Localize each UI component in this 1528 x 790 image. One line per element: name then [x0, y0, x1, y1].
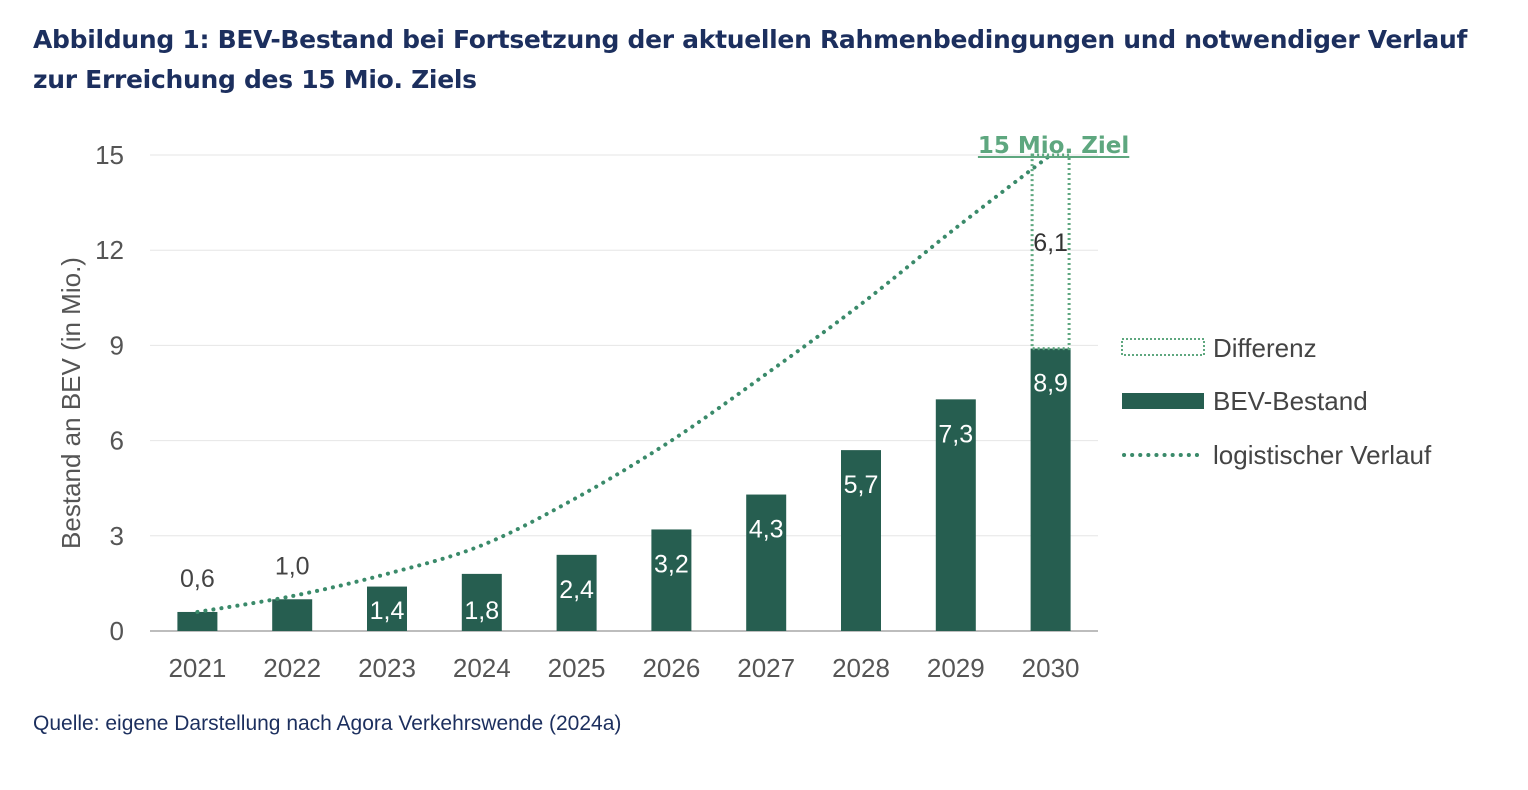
bar-value-label: 1,8: [464, 597, 499, 625]
source-note: Quelle: eigene Darstellung nach Agora Ve…: [33, 712, 622, 735]
x-tick-label: 2026: [642, 653, 700, 683]
x-tick-label: 2021: [168, 653, 226, 683]
bar-2028: [841, 450, 881, 631]
logistic-curve: [195, 153, 1053, 614]
x-tick-label: 2023: [358, 653, 416, 683]
y-tick-label: 9: [110, 330, 124, 360]
target-annotation: 15 Mio. Ziel: [978, 133, 1129, 159]
bar-value-label: 3,2: [654, 550, 689, 578]
bars: [177, 153, 1071, 631]
y-tick-label: 12: [95, 235, 124, 265]
y-tick-label: 0: [110, 616, 124, 646]
bar-2023: [367, 586, 407, 631]
x-tick-label: 2028: [832, 653, 890, 683]
legend: Differenz BEV-Bestand logistischer Verlauf: [1121, 333, 1432, 470]
x-tick-label: 2025: [548, 653, 606, 683]
bar-value-label: 2,4: [559, 576, 594, 604]
bar-value-label: 7,3: [938, 420, 973, 448]
bar-2025: [556, 554, 597, 631]
bar-2027: [746, 494, 787, 631]
legend-swatch-difference: [1121, 338, 1205, 356]
y-tick-label: 15: [95, 140, 124, 170]
data-labels: 0,6 1,0 1,4 1,8 2,4 3,2 4,3 5,7 7,3 8,9 6,1 15 Mio.…: [180, 133, 1130, 625]
y-axis-title: Bestand an BEV (in Mio.): [56, 257, 86, 549]
x-tick-label: 2030: [1022, 653, 1080, 683]
x-tick-label: 2022: [263, 653, 321, 683]
x-tick-label: 2029: [927, 653, 985, 683]
legend-label-curve: logistischer Verlauf: [1213, 440, 1432, 470]
logistic-curve-line: [195, 153, 1053, 614]
legend-label-bev: BEV-Bestand: [1213, 386, 1368, 416]
y-tick-label: 6: [110, 426, 124, 456]
y-tick-label: 3: [110, 521, 124, 551]
bar-2030: [1030, 348, 1071, 631]
bar-value-label: 1,0: [275, 552, 310, 580]
bar-2022: [272, 599, 313, 631]
bar-2026: [651, 529, 692, 631]
bar-value-label: 1,4: [370, 597, 405, 625]
bar-value-label: 0,6: [180, 565, 215, 593]
x-tick-label: 2024: [453, 653, 511, 683]
bar-2024: [461, 573, 502, 631]
bar-2029: [935, 399, 976, 631]
legend-swatch-bev: [1122, 393, 1204, 409]
difference-value-label: 6,1: [1033, 229, 1068, 257]
x-tick-label: 2027: [737, 653, 795, 683]
bar-value-label: 8,9: [1033, 370, 1068, 398]
chart-title: Abbildung 1: BEV-Bestand bei Fortsetzung…: [33, 25, 1468, 94]
bar-2021: [177, 611, 218, 631]
bar-value-label: 4,3: [749, 516, 784, 544]
bar-value-label: 5,7: [844, 471, 879, 499]
legend-label-difference: Differenz: [1213, 333, 1317, 363]
